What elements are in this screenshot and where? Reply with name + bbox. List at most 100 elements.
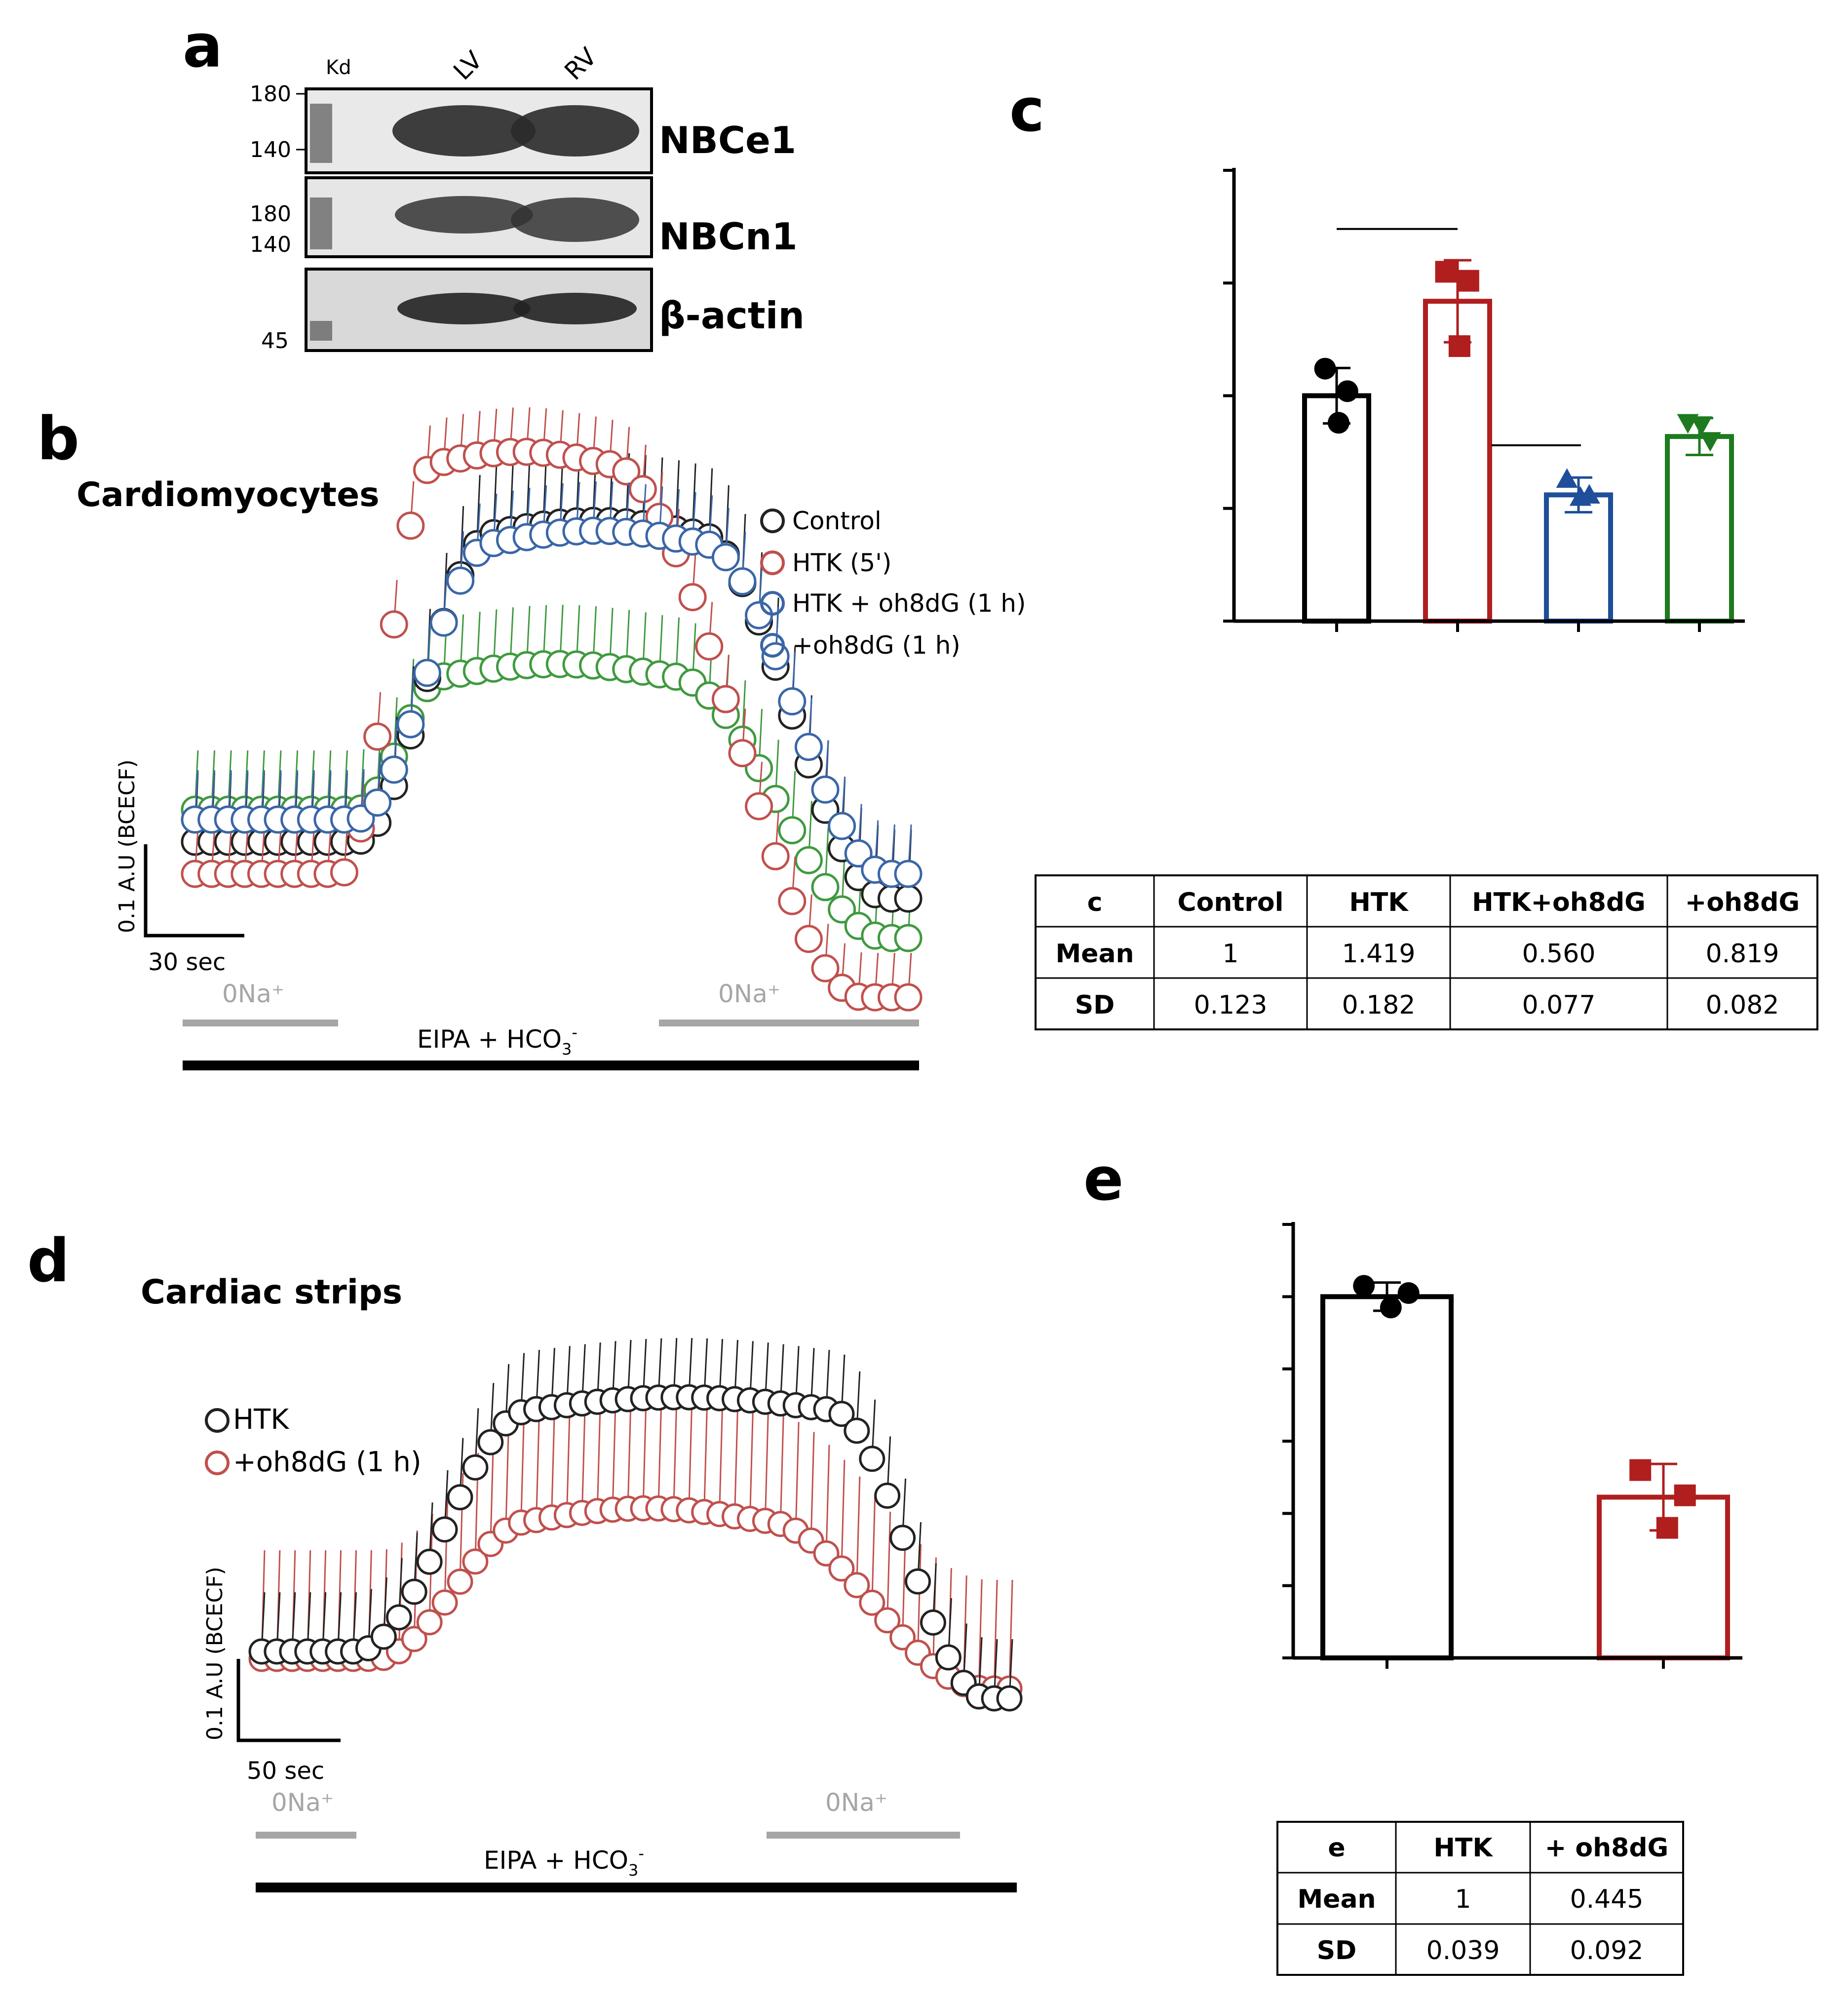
- table-c-mean-oh8dg: 0.819: [1706, 939, 1779, 969]
- table-e-sd-htk: 0.039: [1426, 1936, 1500, 1965]
- data-point: [1656, 1517, 1678, 1539]
- error-whisker: [764, 1412, 769, 1521]
- trace-point: [811, 873, 840, 902]
- error-whisker: [810, 1432, 815, 1541]
- legend-marker-oh8dg-d: [205, 1451, 230, 1475]
- legend-marker-oh8dg: [760, 633, 785, 658]
- trace-d-scale-x: 50 sec: [247, 1757, 324, 1785]
- error-whisker: [520, 1414, 525, 1523]
- trace-point: [413, 659, 441, 687]
- band-actin-rv: [513, 293, 637, 324]
- error-whisker: [505, 1422, 510, 1531]
- trace-point: [330, 858, 358, 887]
- table-e-sd-label: SD: [1317, 1936, 1357, 1965]
- chart-c: [1223, 168, 1745, 632]
- trace-point: [894, 983, 923, 1012]
- trace-point: [889, 1525, 916, 1551]
- trace-point: [431, 1516, 458, 1543]
- trace-point: [380, 755, 408, 784]
- trace-point: [446, 566, 475, 595]
- trace-point: [396, 710, 425, 739]
- error-whisker: [550, 1409, 555, 1518]
- trace-point: [363, 722, 392, 751]
- trace-point: [711, 543, 740, 572]
- trace-point: [728, 567, 757, 596]
- ladder-nbcn1: [310, 197, 332, 249]
- trace-point: [828, 895, 856, 924]
- blot-label-nbcn1: NBCn1: [659, 215, 798, 258]
- trace-point: [385, 1604, 412, 1631]
- error-whisker: [993, 1579, 998, 1689]
- trace-point: [628, 475, 657, 504]
- table-c: c Control HTK HTK+oh8dG +oh8dG Mean 1 1.…: [1035, 874, 1818, 1030]
- trace-point: [431, 1589, 458, 1616]
- legend-marker-control: [760, 509, 785, 533]
- data-point: [1674, 1484, 1696, 1506]
- trace-point: [416, 1548, 443, 1575]
- trace-point: [778, 887, 807, 915]
- data-point: [1380, 1297, 1402, 1319]
- trace-d-0na-left: 0Na⁺: [271, 1788, 334, 1817]
- marker-nbcn1-180: 180: [250, 201, 291, 227]
- panel-letter-d: d: [27, 1227, 70, 1296]
- data-point: [1435, 261, 1457, 283]
- trace-point: [904, 1568, 931, 1595]
- trace-point: [370, 1623, 397, 1650]
- legend-marker-htk: [760, 550, 785, 575]
- trace-point: [894, 924, 923, 952]
- trace-point: [794, 846, 823, 874]
- band-nbcn1-rv: [511, 197, 639, 242]
- trace-point: [447, 1569, 473, 1595]
- error-whisker: [612, 1401, 616, 1510]
- error-whisker: [536, 1411, 540, 1520]
- trace-b-0na-right: 0Na⁺: [718, 980, 780, 1008]
- error-whisker: [749, 1410, 754, 1519]
- marker-nbce1-180: 180: [250, 81, 291, 107]
- data-point: [1629, 1459, 1652, 1481]
- error-whisker: [825, 1445, 830, 1554]
- trace-d-0na-right: 0Na⁺: [825, 1788, 887, 1817]
- error-whisker: [581, 1404, 586, 1513]
- trace-point: [778, 687, 807, 716]
- data-point: [1699, 432, 1721, 452]
- panel-a: a Kd LV RV 180 140 NBCe1 180 140 NBCn1 4…: [183, 12, 805, 354]
- trace-point: [363, 788, 392, 817]
- panel-d: d Cardiac strips HTK +oh8dG (1 h) 0.1 A.…: [27, 1227, 1023, 1892]
- panel-e: e: [1083, 1145, 1742, 1669]
- band-nbce1-rv: [511, 105, 639, 157]
- error-whisker: [886, 1511, 891, 1620]
- table-c-header-0: c: [1087, 888, 1103, 917]
- trace-point: [695, 632, 724, 661]
- trace-point: [745, 601, 773, 629]
- data-point: [1397, 1282, 1420, 1304]
- blot-label-nbce1: NBCe1: [659, 118, 796, 162]
- legend-label-htk: HTK (5'): [792, 549, 891, 577]
- error-whisker: [703, 1403, 708, 1512]
- error-whisker: [444, 1493, 449, 1603]
- legend-marker-htk-d: [205, 1408, 230, 1433]
- table-e-header-2: + oh8dG: [1545, 1833, 1669, 1863]
- panel-c: c: [1009, 77, 1745, 632]
- trace-point: [996, 1685, 1023, 1712]
- lane-label-rv: RV: [559, 42, 602, 86]
- trace-point: [874, 1607, 901, 1634]
- trace-point: [761, 842, 790, 870]
- trace-point: [612, 457, 641, 486]
- table-e-mean-label: Mean: [1297, 1885, 1376, 1914]
- error-whisker: [673, 1400, 678, 1509]
- trace-d-treatment: EIPA + HCO3-: [484, 1844, 644, 1880]
- trace-point: [429, 608, 458, 637]
- data-point: [1314, 357, 1336, 380]
- error-whisker: [841, 1459, 846, 1569]
- trace-point: [894, 860, 923, 888]
- data-point: [1336, 380, 1358, 402]
- trace-d-scale-bar: [236, 1659, 341, 1742]
- panel-letter-c: c: [1009, 77, 1044, 145]
- table-e: e HTK + oh8dG Mean 1 0.445 SD 0.039 0.09…: [1276, 1821, 1684, 1976]
- trace-point: [401, 1626, 427, 1652]
- trace-point: [844, 1572, 870, 1599]
- legend-label-oh8dg-d: +oh8dG (1 h): [233, 1446, 422, 1478]
- trace-point: [401, 1578, 427, 1605]
- error-whisker: [596, 1402, 601, 1511]
- table-c-header-4: +oh8dG: [1685, 888, 1800, 917]
